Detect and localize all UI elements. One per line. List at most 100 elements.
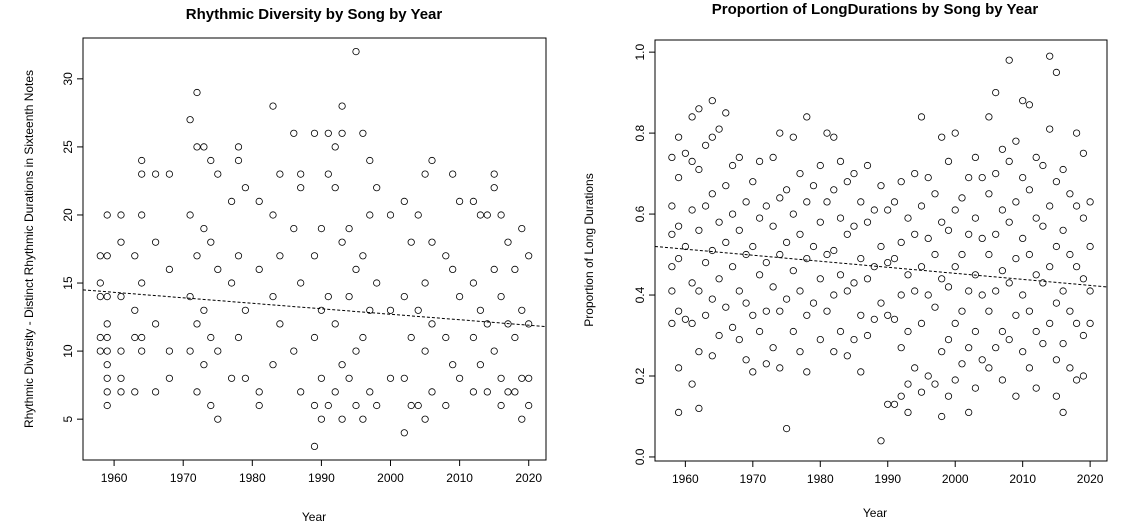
data-point (200, 306, 208, 314)
data-point (490, 170, 498, 178)
data-point (103, 374, 111, 382)
data-point (742, 250, 750, 259)
data-point (455, 292, 464, 301)
data-point (708, 246, 716, 255)
data-point (1032, 271, 1040, 279)
x-tick-label: 1990 (308, 471, 335, 485)
data-point (917, 263, 926, 271)
data-point (1079, 214, 1088, 222)
x-tick-label: 2020 (1077, 472, 1104, 486)
data-point (324, 292, 332, 301)
data-point (331, 320, 339, 328)
data-point (1012, 137, 1020, 145)
data-point (688, 279, 696, 287)
data-point (938, 275, 946, 283)
data-point (103, 333, 111, 342)
data-point (1052, 299, 1061, 307)
data-point (870, 206, 878, 214)
data-point (735, 335, 743, 344)
data-point (96, 333, 104, 342)
data-point (803, 113, 811, 121)
x-tick-label: 1980 (239, 471, 266, 485)
data-point (352, 347, 360, 355)
data-point (1025, 186, 1034, 194)
data-point (200, 143, 208, 151)
points-layer (668, 52, 1094, 445)
trend-line (654, 245, 1108, 288)
chart-title: Rhythmic Diversity by Song by Year (186, 6, 443, 23)
data-point (789, 267, 797, 275)
data-point (241, 306, 249, 314)
data-point (165, 265, 173, 273)
data-point (331, 143, 339, 151)
data-point (1012, 392, 1020, 400)
data-point (843, 352, 851, 360)
data-point (276, 170, 284, 178)
data-point (958, 250, 966, 259)
data-point (924, 234, 932, 242)
data-point (103, 320, 111, 328)
data-point (998, 206, 1007, 214)
data-point (708, 190, 716, 198)
data-point (207, 401, 215, 410)
y-tick-label: 1.0 (633, 43, 647, 60)
data-point (789, 327, 797, 336)
data-point (297, 170, 305, 178)
data-point (428, 156, 436, 165)
data-point (1019, 174, 1027, 182)
data-point (998, 327, 1007, 336)
data-point (931, 303, 939, 311)
data-point (165, 347, 173, 355)
data-point (442, 401, 450, 410)
data-point (938, 348, 946, 356)
x-tick-label: 2000 (377, 471, 404, 485)
data-point (352, 47, 360, 56)
data-point (1046, 52, 1054, 60)
data-point (870, 263, 878, 271)
data-point (708, 295, 716, 303)
data-point (890, 315, 899, 323)
data-point (449, 361, 457, 369)
data-point (483, 320, 491, 328)
data-point (695, 165, 703, 174)
data-point (708, 97, 716, 105)
data-point (701, 311, 710, 319)
data-point (904, 327, 912, 336)
data-point (850, 170, 858, 178)
data-point (234, 333, 243, 342)
data-point (186, 116, 194, 124)
x-axis-label: Year (302, 510, 326, 524)
data-point (944, 226, 953, 234)
data-point (297, 279, 305, 287)
y-tick-label: 0.0 (633, 448, 647, 465)
x-axis: 1960 1970 1980 1990 2000 2010 2020 (672, 461, 1104, 486)
data-point (407, 401, 415, 410)
data-point (755, 327, 764, 336)
data-point (749, 311, 757, 319)
data-point (359, 129, 367, 137)
data-point (998, 145, 1007, 153)
data-point (103, 347, 111, 355)
data-point (1086, 242, 1094, 251)
y-axis: 0.0 0.2 0.4 0.6 0.8 1.0 (633, 43, 655, 465)
data-point (1046, 125, 1054, 133)
data-point (269, 361, 277, 369)
data-point (674, 133, 683, 141)
data-point (769, 283, 777, 291)
data-point (421, 347, 429, 355)
data-point (823, 307, 831, 315)
data-point (735, 153, 743, 161)
data-point (497, 211, 505, 219)
data-point (755, 157, 764, 165)
data-point (455, 197, 464, 205)
data-point (789, 210, 797, 218)
data-point (214, 265, 222, 273)
x-tick-label: 2000 (942, 472, 969, 486)
data-point (857, 311, 865, 319)
data-point (803, 255, 811, 263)
data-point (96, 347, 104, 355)
data-point (836, 271, 845, 279)
data-point (823, 250, 831, 259)
data-point (359, 333, 367, 342)
